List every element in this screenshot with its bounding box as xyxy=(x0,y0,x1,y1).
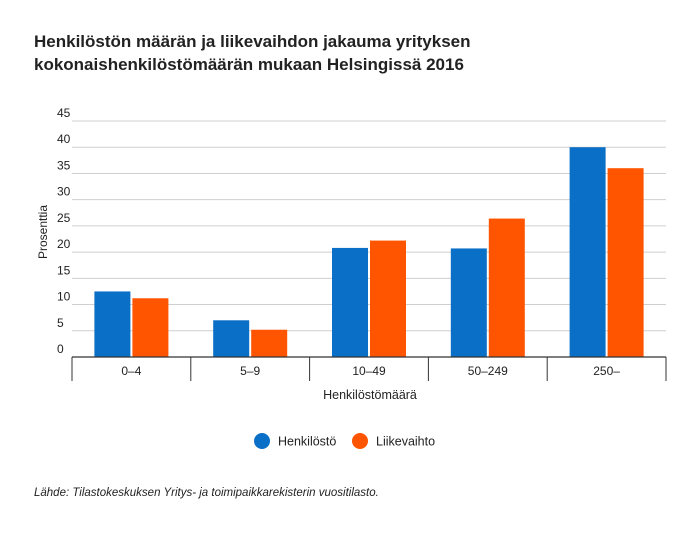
bar-henkilöstö-4 xyxy=(569,147,606,357)
source-note: Lähde: Tilastokeskuksen Yritys- ja toimi… xyxy=(34,487,379,499)
chart-title-line-2: kokonaishenkilöstömäärän mukaan Helsingi… xyxy=(34,55,464,74)
x-tick-label: 10–49 xyxy=(352,364,386,378)
y-tick-label: 15 xyxy=(57,263,71,277)
bar-liikevaihto-4 xyxy=(607,168,644,357)
bar-liikevaihto-2 xyxy=(370,240,406,357)
legend-label-henkilöstö: Henkilöstö xyxy=(278,435,336,449)
bars xyxy=(94,147,644,357)
legend-label-liikevaihto: Liikevaihto xyxy=(376,435,435,449)
y-tick-label: 45 xyxy=(57,106,71,120)
gridlines xyxy=(72,120,666,332)
bar-henkilöstö-3 xyxy=(450,248,487,357)
y-tick-label: 40 xyxy=(57,132,71,146)
bar-liikevaihto-0 xyxy=(132,298,169,357)
y-tick-label: 25 xyxy=(57,211,71,225)
bar-henkilöstö-0 xyxy=(94,291,131,357)
x-tick-label: 50–249 xyxy=(468,364,508,378)
bar-liikevaihto-1 xyxy=(251,329,288,357)
bar-chart: 0 5 10 15 20 25 30 35 40 45 0–4 5–9 10–49 50–249 250–… xyxy=(36,106,667,449)
legend-swatch-liikevaihto xyxy=(352,433,368,449)
legend-swatch-henkilöstö xyxy=(254,433,270,449)
bar-henkilöstö-2 xyxy=(332,247,368,357)
x-tick-label: 5–9 xyxy=(240,364,260,378)
x-tick-label: 250– xyxy=(593,364,620,378)
y-tick-labels: 0 5 10 15 20 25 30 35 40 45 xyxy=(57,106,71,356)
y-tick-label: 20 xyxy=(57,237,71,251)
y-tick-label: 5 xyxy=(57,316,64,330)
y-tick-label: 35 xyxy=(57,158,71,172)
x-tick-label: 0–4 xyxy=(121,364,141,378)
x-axis-label: Henkilöstömäärä xyxy=(323,388,417,402)
y-tick-label: 0 xyxy=(57,342,64,356)
x-axis: 0–4 5–9 10–49 50–249 250– xyxy=(71,356,667,381)
chart-title: Henkilöstön määrän ja liikevaihdon jakau… xyxy=(34,30,674,76)
y-tick-label: 10 xyxy=(57,290,71,304)
chart-title-line-1: Henkilöstön määrän ja liikevaihdon jakau… xyxy=(34,32,471,51)
bar-henkilöstö-1 xyxy=(213,320,250,357)
legend: Henkilöstö Liikevaihto xyxy=(254,433,435,449)
y-tick-label: 30 xyxy=(57,185,71,199)
bar-liikevaihto-3 xyxy=(488,218,525,357)
y-axis-label: Prosenttia xyxy=(36,205,50,259)
